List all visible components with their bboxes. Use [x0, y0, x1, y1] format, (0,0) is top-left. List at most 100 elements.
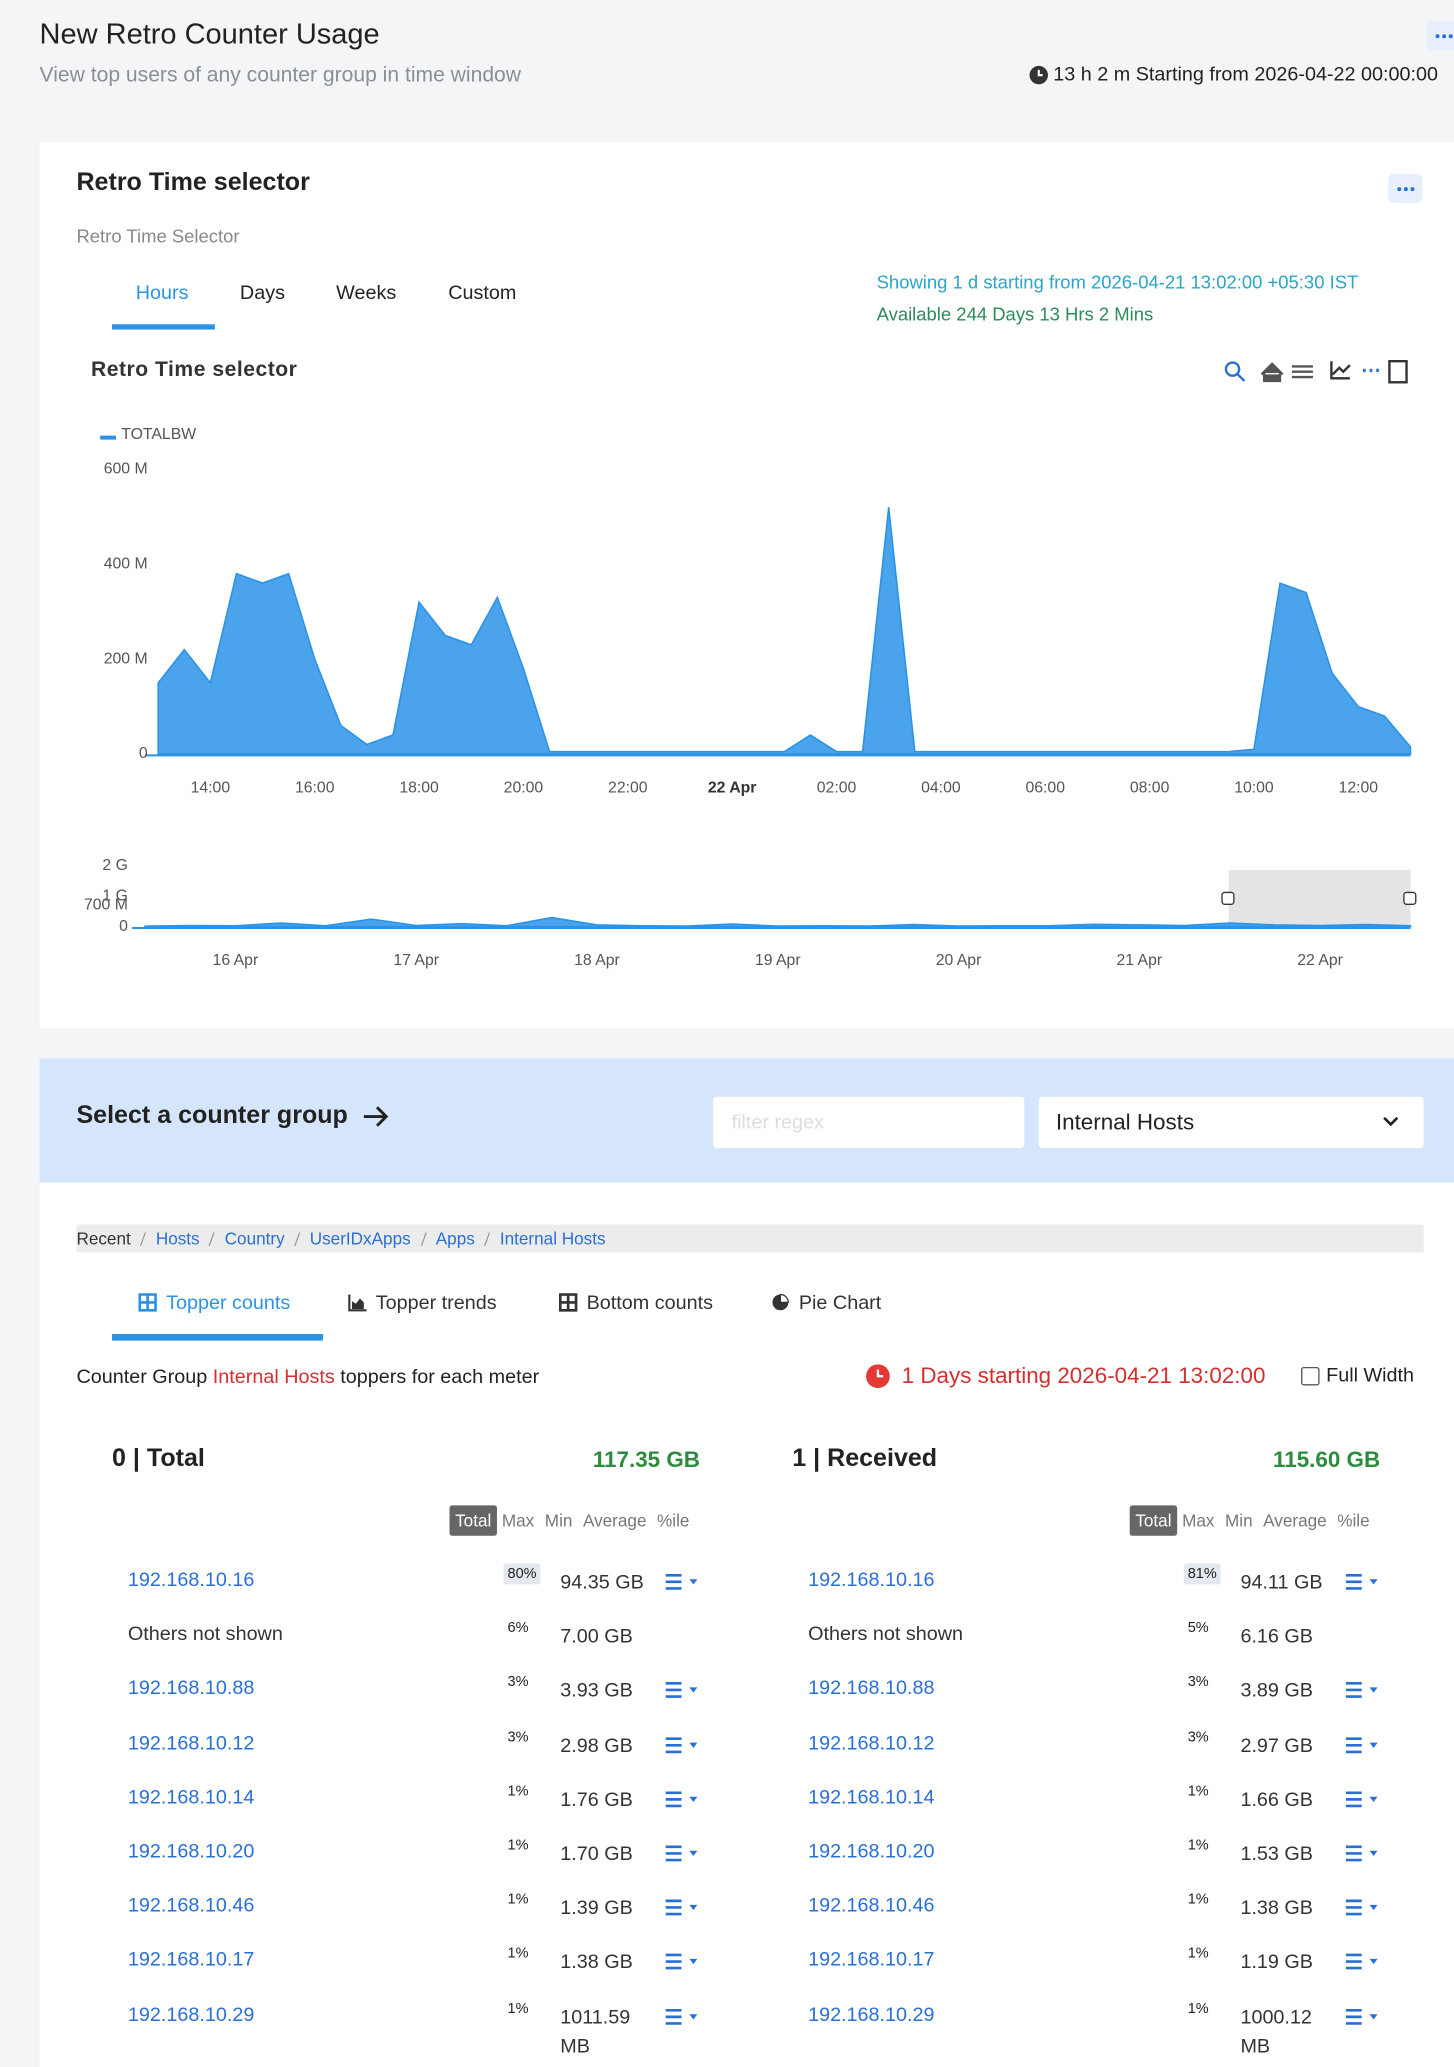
percent-badge: 3%	[1187, 1728, 1209, 1745]
row-menu[interactable]	[664, 1734, 704, 1755]
row-value: 94.35 GB	[560, 1571, 644, 1594]
full-width-toggle[interactable]: Full Width	[1301, 1364, 1414, 1387]
row-value: 1.66 GB	[1240, 1788, 1314, 1811]
breadcrumb-separator	[420, 1231, 427, 1246]
page-menu-button[interactable]	[1426, 21, 1454, 51]
row-menu[interactable]	[1345, 1897, 1385, 1918]
host-link[interactable]: 192.168.10.16	[127, 1568, 255, 1592]
filter-input[interactable]: filter regex	[713, 1096, 1025, 1149]
percent-badge: 6%	[507, 1620, 529, 1637]
host-link[interactable]: 192.168.10.12	[127, 1731, 255, 1755]
y-tick-label: 200 M	[104, 650, 148, 667]
host-link[interactable]: 192.168.10.14	[127, 1785, 255, 1809]
x-tick-label: 17 Apr	[393, 952, 439, 969]
x-tick-label: 19 Apr	[755, 952, 801, 969]
navigator-handle[interactable]	[1221, 891, 1235, 905]
column-switch: Total Max Min Average %ile	[449, 1505, 695, 1536]
result-tab[interactable]: Topper trends	[348, 1292, 497, 1314]
breadcrumb[interactable]: Apps	[435, 1228, 475, 1249]
table-row: 192.168.10.14 1% 1.66 GB	[792, 1783, 1380, 1840]
host-link[interactable]: 192.168.10.16	[808, 1568, 935, 1592]
host-link[interactable]: 192.168.10.29	[127, 2003, 255, 2026]
checkbox[interactable]	[1301, 1366, 1320, 1385]
host-link[interactable]: 192.168.10.17	[127, 1948, 255, 1972]
result-tab[interactable]: Bottom counts	[558, 1291, 714, 1315]
chart-icon[interactable]	[1330, 361, 1351, 380]
row-value: 94.11 GB	[1240, 1571, 1323, 1594]
tab-weeks[interactable]: Weeks	[336, 282, 397, 305]
row-menu[interactable]	[664, 1680, 704, 1701]
home-icon[interactable]	[1260, 362, 1284, 383]
column-option[interactable]: Max	[501, 1510, 535, 1531]
row-menu[interactable]	[664, 1951, 704, 1972]
host-link[interactable]: 192.168.10.12	[808, 1731, 935, 1755]
x-tick-label: 21 Apr	[1116, 952, 1162, 969]
tab-custom[interactable]: Custom	[448, 282, 517, 305]
result-tab[interactable]: Pie Chart	[771, 1292, 881, 1314]
row-value: 2.97 GB	[1240, 1734, 1314, 1757]
column-option[interactable]: %ile	[657, 1510, 690, 1531]
x-tick-label: 14:00	[191, 779, 231, 796]
column-option[interactable]: Total	[1130, 1505, 1177, 1536]
table-total: 117.35 GB	[592, 1447, 700, 1473]
percent-badge: 1%	[1187, 1891, 1209, 1908]
column-option[interactable]: Average	[1263, 1510, 1327, 1531]
table-row: 192.168.10.16 81% 94.11 GB	[792, 1563, 1380, 1623]
navigator-window[interactable]	[1228, 870, 1411, 929]
zoom-icon[interactable]	[1224, 361, 1241, 377]
navigator-handle[interactable]	[1403, 891, 1417, 905]
host-link[interactable]: 192.168.10.29	[808, 2003, 935, 2026]
row-menu[interactable]	[1345, 1843, 1385, 1864]
host-link[interactable]: 192.168.10.46	[808, 1894, 935, 1917]
menu-icon[interactable]	[1291, 365, 1313, 379]
percent-badge: 1%	[1187, 1783, 1209, 1800]
column-option[interactable]: Min	[544, 1510, 573, 1531]
tab-days[interactable]: Days	[239, 282, 285, 305]
x-tick-label: 16 Apr	[213, 952, 259, 969]
table-title: 0 | Total	[112, 1444, 205, 1473]
column-option[interactable]: Total	[449, 1505, 497, 1536]
table-row: 192.168.10.29 1% 1011.59 MB	[112, 2001, 700, 2058]
breadcrumb[interactable]: UserIDxApps	[309, 1228, 411, 1249]
group-select[interactable]: Internal Hosts	[1038, 1096, 1424, 1149]
result-tab-label: Bottom counts	[586, 1291, 714, 1315]
card-menu-button[interactable]	[1388, 174, 1423, 204]
result-tab[interactable]: Topper counts	[138, 1292, 290, 1314]
host-link[interactable]: 192.168.10.20	[127, 1840, 255, 1863]
host-link[interactable]: 192.168.10.46	[127, 1894, 255, 1917]
row-menu[interactable]	[1345, 1951, 1385, 1972]
pdf-icon[interactable]	[1388, 360, 1408, 384]
host-link[interactable]: 192.168.10.14	[808, 1785, 935, 1809]
column-option[interactable]: %ile	[1337, 1510, 1370, 1531]
row-menu[interactable]	[1345, 1680, 1385, 1701]
counter-group-label: Select a counter group	[76, 1102, 348, 1130]
row-menu[interactable]	[1345, 2006, 1385, 2027]
row-menu[interactable]	[664, 2006, 704, 2027]
row-menu[interactable]	[1345, 1789, 1385, 1810]
breadcrumb[interactable]: Internal Hosts	[499, 1228, 606, 1249]
breadcrumb[interactable]: Hosts	[155, 1228, 200, 1249]
row-menu[interactable]	[1345, 1571, 1385, 1592]
breadcrumbs: Recent Hosts Country UserIDxApps Apps Interna…	[76, 1224, 1424, 1253]
y-tick-label: 1 G	[102, 888, 127, 905]
row-value: 3.93 GB	[560, 1679, 633, 1703]
group-select-value: Internal Hosts	[1055, 1109, 1195, 1135]
row-menu[interactable]	[664, 1789, 704, 1810]
legend-label[interactable]: TOTALBW	[121, 426, 196, 443]
tab-hours[interactable]: Hours	[135, 282, 189, 305]
row-menu[interactable]	[664, 1571, 704, 1592]
filter-placeholder: filter regex	[731, 1111, 824, 1134]
host-link[interactable]: 192.168.10.17	[808, 1948, 935, 1972]
row-menu[interactable]	[1345, 1734, 1385, 1755]
percent-badge: 1%	[1187, 1946, 1209, 1963]
row-menu[interactable]	[664, 1897, 704, 1918]
row-menu[interactable]	[664, 1843, 704, 1864]
column-option[interactable]: Max	[1182, 1510, 1215, 1531]
host-link[interactable]: 192.168.10.88	[127, 1677, 255, 1700]
host-link[interactable]: 192.168.10.20	[808, 1840, 935, 1863]
host-link[interactable]: 192.168.10.88	[808, 1677, 935, 1700]
column-option[interactable]: Min	[1224, 1510, 1253, 1531]
column-option[interactable]: Average	[582, 1510, 647, 1531]
breadcrumb[interactable]: Country	[224, 1228, 285, 1249]
table-row: 192.168.10.88 3% 3.89 GB	[792, 1675, 1380, 1731]
